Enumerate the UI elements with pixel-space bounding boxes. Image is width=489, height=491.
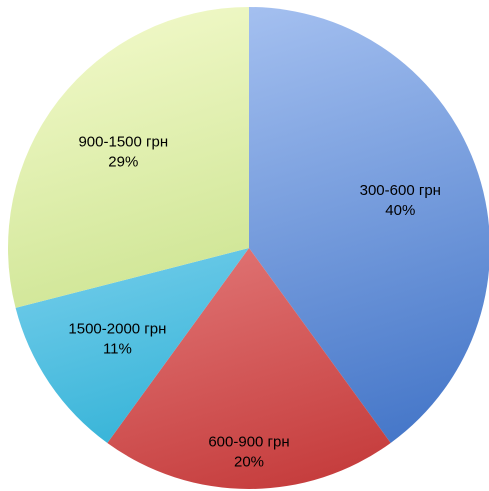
- pie-slice-3: [7, 7, 249, 308]
- slice-label-1: 600-900 грн: [208, 433, 289, 450]
- slice-label-3: 900-1500 грн: [78, 134, 168, 151]
- slice-label-0: 300-600 грн: [360, 182, 441, 199]
- slice-percent-0: 40%: [385, 202, 415, 219]
- slice-percent-3: 29%: [108, 154, 138, 171]
- pie-slice-0: [249, 7, 489, 443]
- slice-label-2: 1500-2000 грн: [68, 320, 166, 337]
- slice-percent-2: 11%: [103, 340, 132, 357]
- pie-slice-2: [15, 248, 249, 443]
- slice-percent-1: 20%: [234, 453, 264, 470]
- pie-slice-1: [107, 248, 391, 489]
